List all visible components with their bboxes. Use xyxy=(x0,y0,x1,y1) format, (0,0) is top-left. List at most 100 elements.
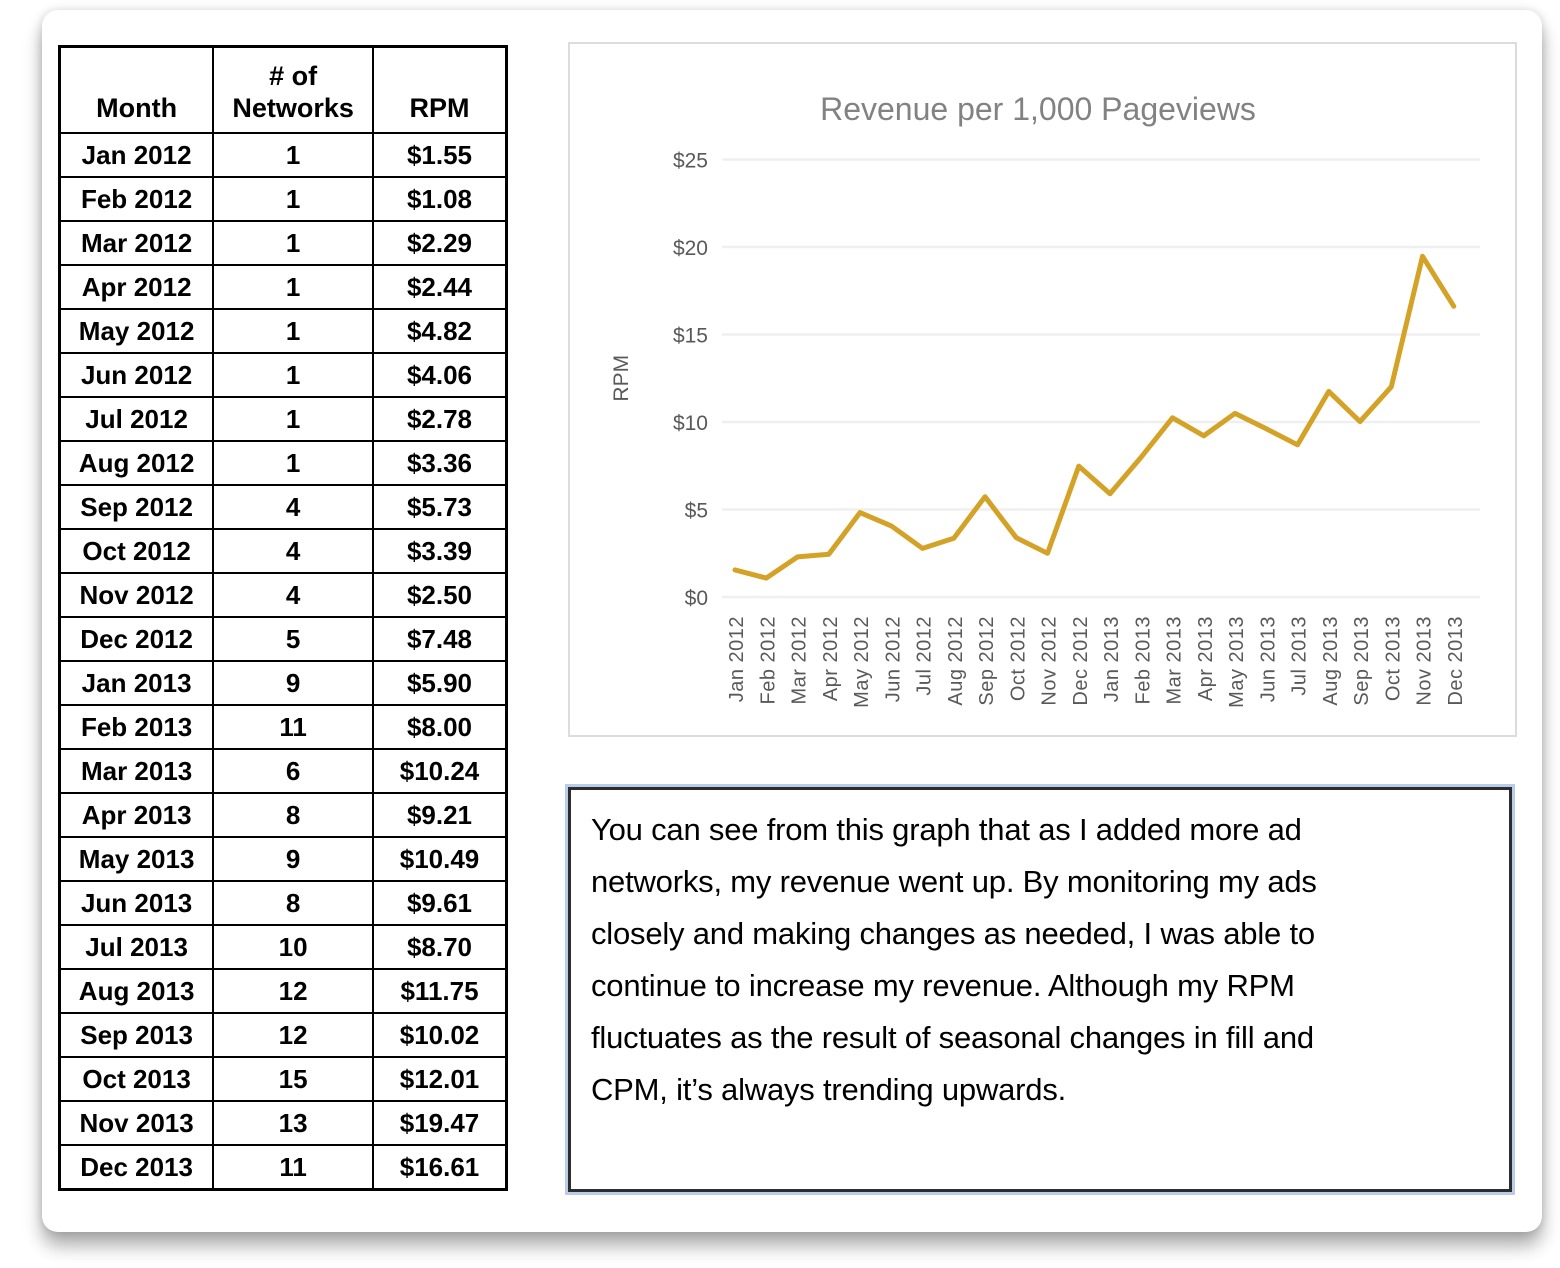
rpm-table-body: Jan 2012 1 $1.55 Feb 2012 1 $1.08 Mar 2012 1 $2.… xyxy=(58,132,508,1191)
commentary-box: You can see from this graph that as I ad… xyxy=(568,787,1512,1192)
x-tick-label: Apr 2012 xyxy=(820,616,842,701)
x-tick-label: Jul 2013 xyxy=(1289,616,1311,696)
x-tick-label: Apr 2013 xyxy=(1195,616,1217,701)
table-row: Sep 2013 12 $10.02 xyxy=(58,1012,508,1058)
header-rpm: RPM xyxy=(372,45,508,134)
cell-month: Jan 2013 xyxy=(58,660,215,706)
cell-rpm: $1.08 xyxy=(372,176,508,222)
commentary-line: closely and making changes as needed, I … xyxy=(591,916,1315,951)
cell-networks: 4 xyxy=(212,528,374,574)
cell-rpm: $2.44 xyxy=(372,264,508,310)
cell-month: Oct 2013 xyxy=(58,1056,215,1102)
table-row: Apr 2012 1 $2.44 xyxy=(58,264,508,310)
cell-networks: 4 xyxy=(212,572,374,618)
cell-month: Feb 2013 xyxy=(58,704,215,750)
cell-month: Nov 2012 xyxy=(58,572,215,618)
x-tick-label: Jan 2013 xyxy=(1101,616,1123,702)
y-tick-label: $0 xyxy=(685,587,708,610)
rpm-series-line xyxy=(732,253,1457,581)
cell-month: Jun 2013 xyxy=(58,880,215,926)
cell-rpm: $1.55 xyxy=(372,132,508,178)
cell-rpm: $11.75 xyxy=(372,968,508,1014)
commentary-line: You can see from this graph that as I ad… xyxy=(591,812,1302,847)
cell-month: Feb 2012 xyxy=(58,176,215,222)
y-tick-label: $25 xyxy=(673,150,708,173)
y-tick-label: $15 xyxy=(673,325,708,348)
y-tick-label: $20 xyxy=(673,237,708,260)
table-row: Jun 2012 1 $4.06 xyxy=(58,352,508,398)
cell-rpm: $5.90 xyxy=(372,660,508,706)
cell-rpm: $8.70 xyxy=(372,924,508,970)
table-row: Aug 2013 12 $11.75 xyxy=(58,968,508,1014)
table-row: Aug 2012 1 $3.36 xyxy=(58,440,508,486)
cell-month: Dec 2013 xyxy=(58,1144,215,1191)
cell-networks: 1 xyxy=(212,440,374,486)
x-tick-label: May 2012 xyxy=(851,616,873,708)
table-row: Dec 2013 11 $16.61 xyxy=(58,1144,508,1191)
cell-rpm: $3.36 xyxy=(372,440,508,486)
x-tick-label: Feb 2012 xyxy=(757,616,779,705)
cell-month: Sep 2012 xyxy=(58,484,215,530)
table-row: Jul 2013 10 $8.70 xyxy=(58,924,508,970)
cell-month: Jun 2012 xyxy=(58,352,215,398)
x-tick-label: Mar 2013 xyxy=(1164,616,1186,705)
cell-rpm: $19.47 xyxy=(372,1100,508,1146)
commentary-line: continue to increase my revenue. Althoug… xyxy=(591,968,1295,1003)
cell-month: Jul 2013 xyxy=(58,924,215,970)
table-row: Nov 2013 13 $19.47 xyxy=(58,1100,508,1146)
cell-rpm: $3.39 xyxy=(372,528,508,574)
cell-networks: 1 xyxy=(212,220,374,266)
cell-rpm: $2.29 xyxy=(372,220,508,266)
table-row: Jun 2013 8 $9.61 xyxy=(58,880,508,926)
cell-networks: 9 xyxy=(212,836,374,882)
cell-month: Sep 2013 xyxy=(58,1012,215,1058)
table-row: Mar 2012 1 $2.29 xyxy=(58,220,508,266)
cell-month: Oct 2012 xyxy=(58,528,215,574)
table-row: Mar 2013 6 $10.24 xyxy=(58,748,508,794)
cell-rpm: $10.02 xyxy=(372,1012,508,1058)
cell-networks: 13 xyxy=(212,1100,374,1146)
cell-networks: 5 xyxy=(212,616,374,662)
cell-rpm: $2.78 xyxy=(372,396,508,442)
y-tick-label: $5 xyxy=(685,500,708,523)
table-row: Feb 2012 1 $1.08 xyxy=(58,176,508,222)
cell-networks: 9 xyxy=(212,660,374,706)
x-tick-label: Mar 2012 xyxy=(789,616,811,705)
cell-month: Mar 2013 xyxy=(58,748,215,794)
cell-networks: 1 xyxy=(212,264,374,310)
cell-rpm: $8.00 xyxy=(372,704,508,750)
commentary-line: fluctuates as the result of seasonal cha… xyxy=(591,1020,1314,1055)
x-tick-label: Jun 2012 xyxy=(882,616,904,702)
x-tick-label: Jan 2012 xyxy=(726,616,748,702)
cell-rpm: $7.48 xyxy=(372,616,508,662)
x-tick-label: Oct 2012 xyxy=(1007,616,1029,701)
table-row: Dec 2012 5 $7.48 xyxy=(58,616,508,662)
x-tick-label: Dec 2013 xyxy=(1445,616,1467,706)
table-row: Jul 2012 1 $2.78 xyxy=(58,396,508,442)
chart-container: Revenue per 1,000 Pageviews $0 $5 $10 $15 $20… xyxy=(568,42,1517,737)
cell-month: Jul 2012 xyxy=(58,396,215,442)
cell-networks: 11 xyxy=(212,1144,374,1191)
table-row: May 2013 9 $10.49 xyxy=(58,836,508,882)
x-tick-label: Jun 2013 xyxy=(1257,616,1279,702)
x-tick-label: Aug 2013 xyxy=(1320,616,1342,706)
cell-month: May 2012 xyxy=(58,308,215,354)
table-row: Oct 2012 4 $3.39 xyxy=(58,528,508,574)
cell-rpm: $5.73 xyxy=(372,484,508,530)
x-tick-label: Aug 2012 xyxy=(945,616,967,706)
cell-rpm: $9.21 xyxy=(372,792,508,838)
chart-title: Revenue per 1,000 Pageviews xyxy=(820,91,1256,127)
cell-networks: 11 xyxy=(212,704,374,750)
cell-rpm: $16.61 xyxy=(372,1144,508,1191)
cell-month: Aug 2012 xyxy=(58,440,215,486)
cell-networks: 1 xyxy=(212,396,374,442)
cell-networks: 8 xyxy=(212,792,374,838)
x-tick-label: Nov 2012 xyxy=(1039,616,1061,706)
cell-month: Aug 2013 xyxy=(58,968,215,1014)
cell-networks: 8 xyxy=(212,880,374,926)
cell-networks: 15 xyxy=(212,1056,374,1102)
commentary-line: CPM, it’s always trending upwards. xyxy=(591,1072,1067,1107)
cell-month: Dec 2012 xyxy=(58,616,215,662)
header-networks: # of Networks xyxy=(212,45,374,134)
cell-rpm: $12.01 xyxy=(372,1056,508,1102)
